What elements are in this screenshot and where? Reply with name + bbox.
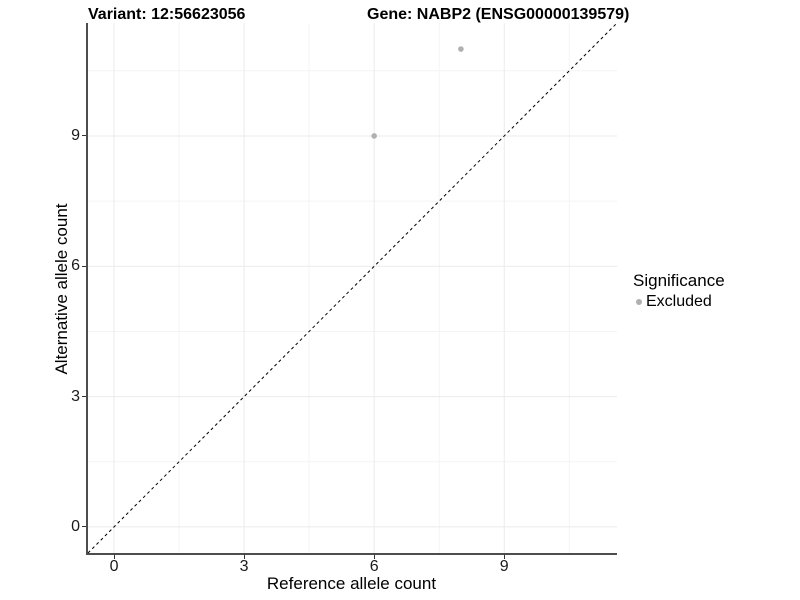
identity-dashed-line: [88, 23, 617, 553]
x-tick-mark: [503, 555, 505, 559]
y-tick-mark: [82, 135, 86, 137]
y-axis-title: Alternative allele count: [52, 203, 71, 375]
y-tick-label: 3: [71, 387, 80, 405]
x-axis-title: Reference allele count: [266, 574, 437, 593]
x-tick-label: 0: [109, 558, 119, 575]
plot-area-svg: [88, 23, 617, 553]
legend-item-label: Excluded: [646, 293, 712, 310]
y-tick-label: 9: [71, 126, 80, 144]
variant-title: Variant: 12:56623056: [88, 6, 246, 23]
x-tick-mark: [113, 555, 115, 559]
data-point: [371, 133, 377, 139]
data-point: [458, 46, 464, 52]
x-tick-mark: [373, 555, 375, 559]
y-tick-mark: [82, 526, 86, 528]
y-tick-mark: [82, 396, 86, 398]
legend-title: Significance: [633, 271, 725, 290]
x-tick-label: 9: [499, 558, 509, 575]
x-tick-mark: [243, 555, 245, 559]
y-tick-label: 0: [71, 517, 80, 535]
legend-item-excluded: Excluded: [636, 293, 725, 311]
y-tick-mark: [82, 265, 86, 267]
plot-panel: [86, 23, 617, 555]
legend: Significance Excluded: [633, 271, 725, 311]
gene-title: Gene: NABP2 (ENSG00000139579): [367, 6, 630, 23]
x-tick-label: 3: [239, 558, 249, 575]
x-tick-label: 6: [369, 558, 379, 575]
legend-point-icon: [636, 299, 642, 305]
y-tick-label: 6: [71, 257, 80, 275]
